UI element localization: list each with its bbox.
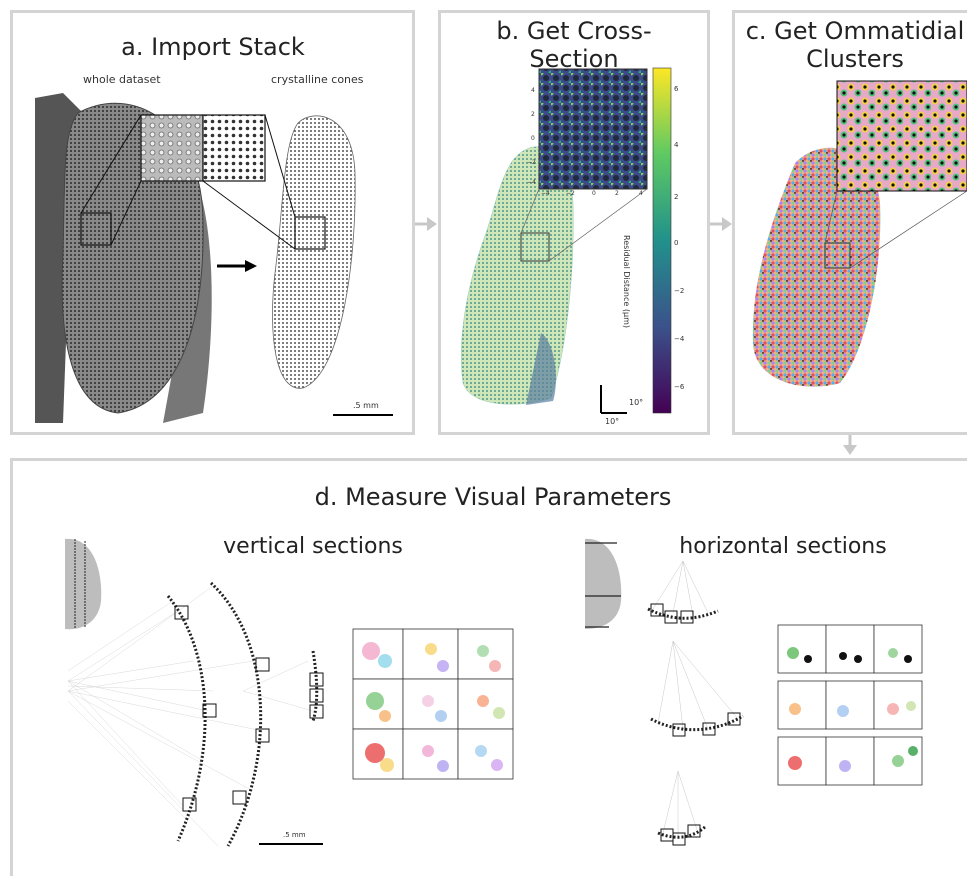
horizontal-sections-plot — [585, 538, 923, 846]
arrow-c-to-d — [843, 435, 857, 455]
inset-tick-x-3: 0 — [592, 190, 596, 197]
panel-d-title: d. Measure Visual Parameters — [314, 483, 672, 511]
angle-v-label: 10° — [629, 398, 644, 407]
arrow-b-to-c — [710, 217, 732, 231]
horizontal-sections-label: horizontal sections — [679, 534, 887, 559]
inset-tick-y-2: 2 — [531, 111, 535, 118]
panel-cross-section: b. Get Cross- Section — [438, 10, 710, 435]
colorbar-tick-5: −2 — [674, 287, 685, 295]
panel-ommatidial-clusters: c. Get Ommatidial Clusters — [732, 10, 967, 435]
scale-bar-label-d: .5 mm — [283, 831, 306, 839]
panel-import-stack: a. Import Stack whole dataset crystallin… — [10, 10, 415, 435]
scale-bar-label-a: .5 mm — [353, 401, 379, 410]
vertical-sections-plot — [65, 538, 514, 847]
inset-tick-y-4: −2 — [527, 159, 536, 166]
panel-b-title-2: Section — [529, 45, 619, 73]
colorbar-tick-4: 0 — [674, 239, 679, 247]
cross-section-plot — [461, 67, 672, 414]
colorbar-label: Residual Distance (μm) — [622, 235, 631, 328]
colorbar-tick-6: −4 — [674, 335, 685, 343]
colorbar-tick-2: 4 — [674, 141, 679, 149]
angle-h-label: 10° — [605, 417, 620, 426]
inset-tick-x-4: 2 — [615, 190, 619, 197]
panel-c-title-2: Clusters — [806, 45, 904, 73]
inset-tick-x-2: −2 — [566, 190, 575, 197]
whole-dataset-label: whole dataset — [83, 73, 161, 86]
panel-b-title-1: b. Get Cross- — [496, 17, 652, 45]
panel-a-title: a. Import Stack — [121, 33, 305, 61]
inset-tick-y-5: −4 — [527, 179, 536, 186]
colorbar-tick-1: 6 — [674, 85, 679, 93]
clusters-plot — [752, 80, 967, 387]
whole-dataset-image — [35, 93, 393, 423]
inset-tick-y-1: 4 — [531, 87, 535, 94]
panel-visual-parameters: d. Measure Visual Parameters vertical se… — [10, 458, 967, 876]
inset-tick-x-1: −4 — [541, 190, 550, 197]
panel-c-title-1: c. Get Ommatidial — [745, 17, 965, 45]
arrow-a-to-b — [415, 217, 437, 231]
vertical-sections-label: vertical sections — [223, 534, 403, 559]
crystalline-cones-label: crystalline cones — [271, 73, 364, 86]
colorbar-tick-3: 2 — [674, 193, 679, 201]
colorbar-tick-7: −6 — [674, 383, 685, 391]
inset-tick-x-5: 4 — [639, 190, 643, 197]
inset-tick-y-3: 0 — [531, 135, 535, 142]
